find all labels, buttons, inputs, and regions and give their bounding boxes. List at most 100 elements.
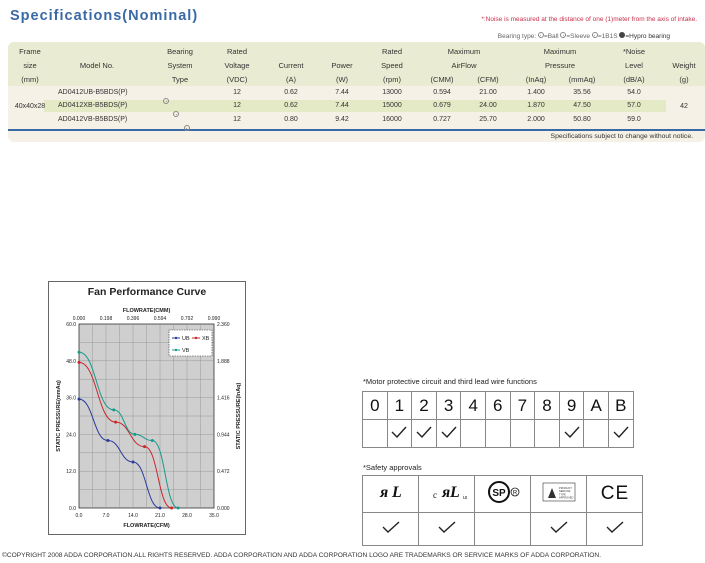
- cul-mark-cell: c ᴙL us: [418, 475, 475, 513]
- row-2-voltage: 12: [233, 116, 241, 123]
- spec-disclaimer: Specifications subject to change without…: [550, 133, 693, 140]
- series-point-xb: [114, 420, 118, 424]
- row-2-cmm: 0.727: [433, 116, 451, 123]
- row-1-power: 7.44: [335, 102, 349, 109]
- noise-note: *:Noise is measured at the distance of o…: [481, 16, 697, 23]
- row-1-cmm: 0.679: [433, 102, 451, 109]
- ul-mark-cell: ᴙ L: [362, 475, 419, 513]
- series-point-vb: [77, 350, 81, 354]
- y-tick-label: 60.0: [66, 322, 76, 328]
- row-0-current: 0.62: [284, 89, 298, 96]
- fan-performance-chart: 0.0 7.0 14.0 21.0 28.0 35.00.000 0.198 0.396 0.5…: [56, 308, 242, 529]
- function-code-2: 2: [411, 391, 437, 420]
- series-point-xb: [170, 506, 174, 510]
- row-1-inaq: 1.870: [527, 102, 545, 109]
- tuv-text-1: SERVICE: [559, 489, 571, 493]
- function-code-6: 6: [484, 391, 511, 420]
- safety-check-ce: [586, 512, 643, 546]
- function-code-3: 3: [435, 391, 462, 420]
- y2-tick-label: 0.944: [217, 432, 230, 438]
- check-icon: [382, 520, 399, 533]
- hdr-pressure-1: Maximum: [543, 47, 577, 56]
- legend-marker-ub: [174, 336, 178, 340]
- x2-tick-label: 0.792: [181, 316, 194, 322]
- y-tick-label: 24.0: [66, 432, 76, 438]
- hypro-bearing-icon: [619, 32, 626, 38]
- row-1-voltage: 12: [233, 102, 241, 109]
- hdr-noise-3: (dB/A): [623, 75, 645, 84]
- x-tick-label: 21.0: [155, 513, 165, 519]
- row-0-bearing-icon: [163, 98, 169, 104]
- spec-table: [8, 42, 705, 142]
- function-check-7: [509, 419, 536, 448]
- tuv-mark-cell: PRODUCT SERVICE TYPE APPROVED: [530, 475, 587, 513]
- ul-logo-icon: ᴙ L: [379, 484, 402, 501]
- svg-text:SP: SP: [492, 488, 506, 499]
- function-check-4: [460, 419, 486, 448]
- function-check-B: [607, 419, 634, 448]
- y-tick-label: 36.0: [66, 396, 76, 402]
- series-line-ub: [78, 398, 161, 509]
- row-0-cfm: 21.00: [479, 89, 497, 96]
- x2-axis-label: FLOWRATE(CMM): [123, 308, 171, 314]
- hdr-voltage-1: Rated: [226, 47, 247, 56]
- row-1-current: 0.62: [284, 102, 298, 109]
- check-icon: [606, 520, 623, 533]
- csa-logo-icon: SP R: [487, 480, 519, 503]
- row-0-model: AD0412UB-B5BDS(P): [58, 89, 128, 96]
- tuv-text-0: PRODUCT: [559, 486, 572, 490]
- function-code-8: 8: [534, 391, 560, 420]
- check-icon: [416, 426, 432, 438]
- ball-bearing-icon: [537, 32, 544, 38]
- row-2-mmaq: 50.80: [573, 116, 591, 123]
- series-point-ub: [158, 506, 162, 510]
- function-code-7: 7: [509, 391, 536, 420]
- row-2-cfm: 25.70: [479, 116, 497, 123]
- legend-marker-vb: [174, 348, 178, 352]
- x2-tick-label: 0.594: [154, 316, 167, 322]
- page-title: Specifications(Nominal): [10, 8, 199, 24]
- function-code-A: A: [583, 391, 609, 420]
- functions-title: *Motor protective circuit and third lead…: [363, 377, 537, 386]
- x-tick-label: 14.0: [128, 513, 138, 519]
- y-tick-label: 48.0: [66, 359, 76, 365]
- legend-box: [168, 329, 213, 357]
- y2-tick-label: 2.360: [217, 322, 230, 328]
- hdr-pressure-mmaq: (mmAq): [568, 75, 596, 84]
- series-point-vb: [176, 506, 180, 510]
- hdr-frame-2: size: [23, 61, 37, 70]
- row-2-noise: 59.0: [627, 116, 641, 123]
- hdr-frame-1: Frame: [19, 47, 41, 56]
- series-point-xb: [77, 360, 81, 364]
- svg-text:us: us: [463, 495, 467, 501]
- bearing-sleeve-label: =Sleeve: [566, 33, 591, 40]
- hdr-speed-1: Rated: [381, 47, 402, 56]
- check-icon: [391, 426, 407, 438]
- row-1-mmaq: 47.50: [573, 102, 591, 109]
- y-tick-label: 0.0: [69, 506, 76, 512]
- svg-text:R: R: [512, 490, 517, 496]
- row-0-mmaq: 35.56: [573, 89, 591, 96]
- row-2-current: 0.80: [284, 116, 298, 123]
- hdr-weight-2: (g): [679, 75, 689, 84]
- y2-tick-label: 0.472: [217, 469, 230, 475]
- chart-title: Fan Performance Curve: [87, 286, 207, 298]
- safety-check-cul: [418, 512, 475, 546]
- legend-marker-xb: [194, 336, 198, 340]
- safety-check-tuv: [530, 512, 587, 546]
- legend-label-vb: VB: [182, 348, 190, 354]
- series-point-vb: [112, 408, 116, 412]
- hdr-voltage-3: (VDC): [226, 75, 248, 84]
- function-check-0: [362, 419, 388, 448]
- check-icon: [550, 520, 567, 533]
- hdr-airflow-cfm: (CFM): [477, 75, 499, 84]
- bearing-legend: Bearing type: =Ball =Sleeve =1B1S =Hypro…: [498, 32, 670, 40]
- row-2-speed: 16000: [382, 116, 402, 123]
- function-check-3: [435, 419, 462, 448]
- frame-size-value: 40x40x28: [14, 103, 46, 110]
- function-code-9: 9: [558, 391, 585, 420]
- check-icon: [613, 426, 629, 438]
- safety-check-csa: [474, 512, 531, 546]
- row-0-speed: 13000: [382, 89, 402, 96]
